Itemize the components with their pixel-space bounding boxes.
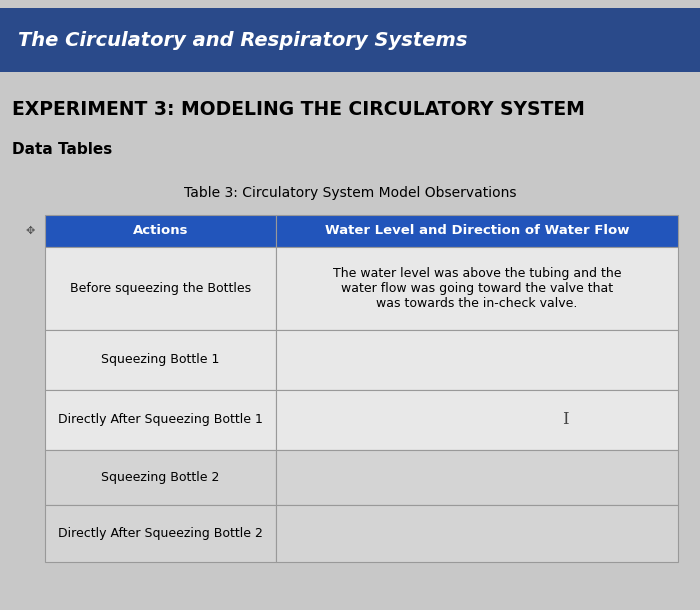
Bar (276, 247, 678, 330)
Bar (276, 330, 678, 390)
Text: Water Level and Direction of Water Flow: Water Level and Direction of Water Flow (325, 224, 629, 237)
Bar (45, 247, 276, 330)
Text: Directly After Squeezing Bottle 1: Directly After Squeezing Bottle 1 (58, 414, 263, 426)
Text: EXPERIMENT 3: MODELING THE CIRCULATORY SYSTEM: EXPERIMENT 3: MODELING THE CIRCULATORY S… (12, 100, 585, 119)
Bar (276, 215, 678, 247)
Bar (276, 390, 678, 450)
Text: ✥: ✥ (25, 226, 35, 236)
Text: Actions: Actions (133, 224, 188, 237)
Text: Squeezing Bottle 1: Squeezing Bottle 1 (102, 354, 220, 367)
Bar (45, 390, 276, 450)
Text: Table 3: Circulatory System Model Observations: Table 3: Circulatory System Model Observ… (183, 186, 517, 200)
Text: Directly After Squeezing Bottle 2: Directly After Squeezing Bottle 2 (58, 527, 263, 540)
Bar (276, 505, 678, 562)
Bar (45, 330, 276, 390)
Text: I: I (562, 412, 569, 428)
Bar (276, 450, 678, 505)
Text: Before squeezing the Bottles: Before squeezing the Bottles (70, 282, 251, 295)
Text: The Circulatory and Respiratory Systems: The Circulatory and Respiratory Systems (18, 30, 468, 49)
Bar (45, 450, 276, 505)
Bar (45, 215, 276, 247)
Text: The water level was above the tubing and the
water flow was going toward the val: The water level was above the tubing and… (332, 267, 622, 310)
Bar (45, 505, 276, 562)
Text: Squeezing Bottle 2: Squeezing Bottle 2 (102, 471, 220, 484)
Text: Data Tables: Data Tables (12, 142, 112, 157)
Bar (0, 8, 700, 72)
